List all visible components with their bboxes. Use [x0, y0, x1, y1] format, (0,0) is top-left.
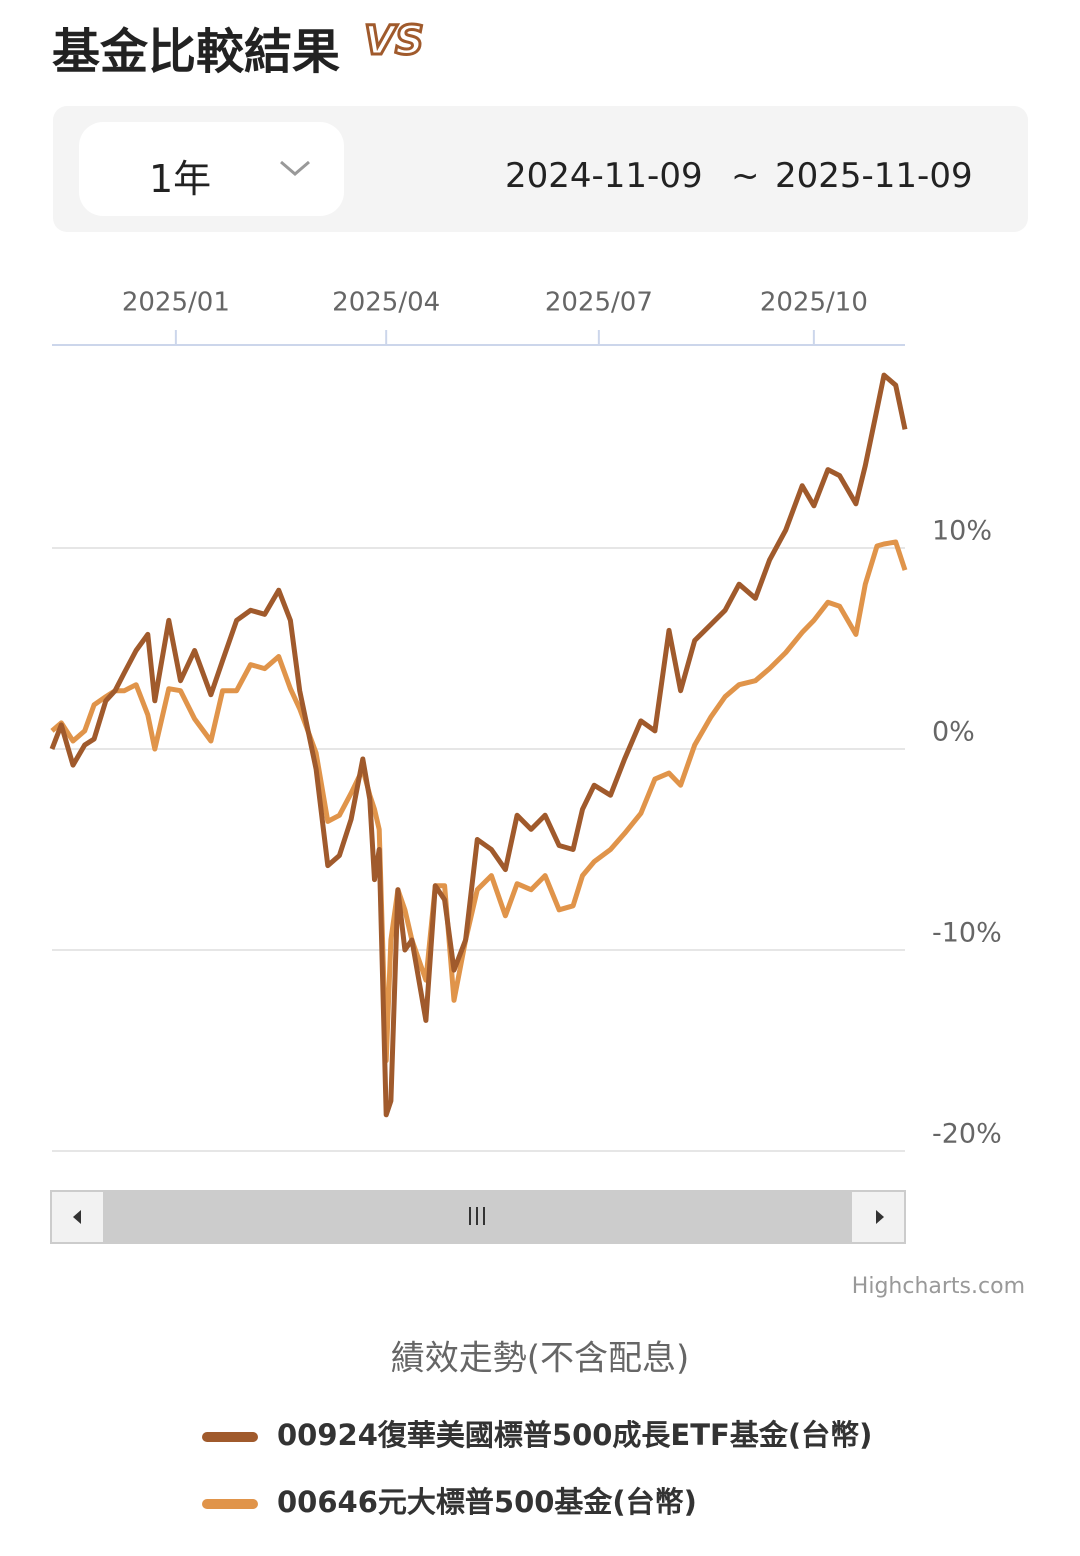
legend-label[interactable]: 00646元大標普500基金(台幣) — [277, 1485, 697, 1519]
dropdown-arrow — [280, 160, 310, 176]
date-separator: ~ — [731, 156, 760, 196]
y-tick-label: -10% — [932, 918, 1002, 949]
legend-label[interactable]: 00924復華美國標普500成長ETF基金(台幣) — [277, 1418, 872, 1452]
period-value: 1年 — [149, 157, 212, 201]
series-line — [50, 539, 908, 1063]
end-date[interactable]: 2025-11-09 — [775, 156, 973, 196]
x-tick-label: 2025/07 — [545, 288, 653, 318]
x-tick-label: 2025/04 — [332, 288, 440, 318]
page-title: 基金比較結果 — [52, 24, 341, 80]
series-line — [49, 372, 908, 1118]
start-date[interactable]: 2024-11-09 — [505, 156, 703, 196]
period-panel: 1年 2024-11-09 ~ 2025-11-09 — [53, 106, 1028, 232]
period-dropdown[interactable]: 1年 — [79, 122, 344, 216]
chart-title: 績效走勢(不含配息) — [391, 1339, 690, 1379]
y-tick-label: 0% — [932, 717, 975, 748]
credits[interactable]: Highcharts.com — [852, 1274, 1025, 1299]
x-tick-label: 2025/01 — [122, 288, 230, 318]
scrollbar[interactable] — [50, 1190, 906, 1244]
x-tick-label: 2025/10 — [760, 288, 868, 318]
y-tick-label: 10% — [932, 516, 992, 547]
vs-badge: VS — [363, 17, 426, 66]
y-tick-label: -20% — [932, 1119, 1002, 1150]
